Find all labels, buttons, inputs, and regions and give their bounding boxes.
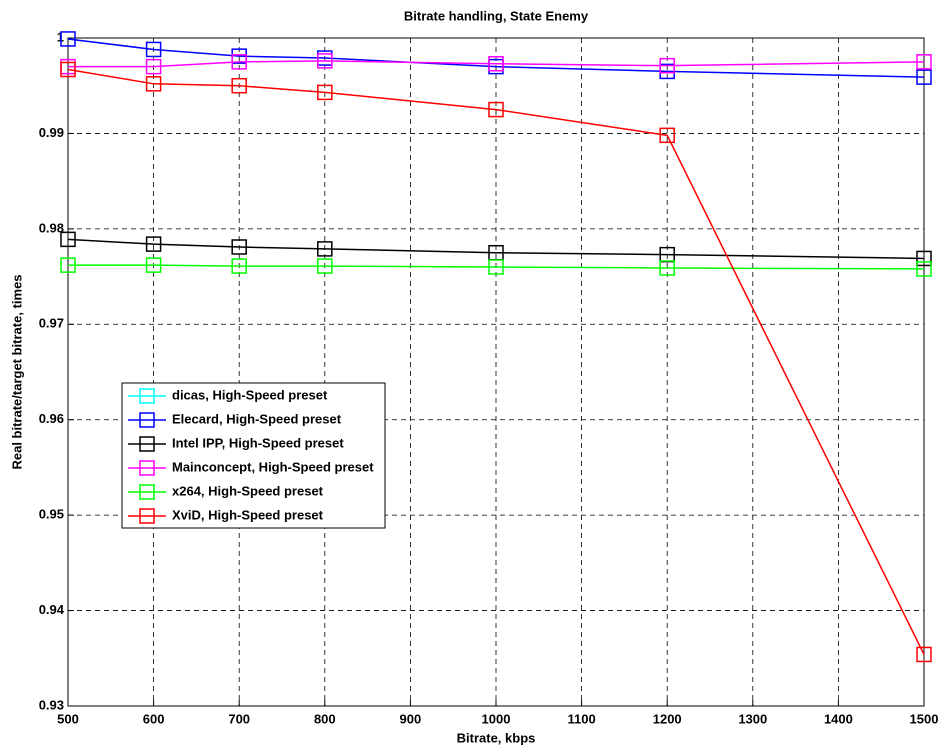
marker <box>231 77 247 94</box>
y-tick-label: 0.96 <box>39 411 64 426</box>
marker <box>916 261 932 277</box>
y-axis-title: Real bitrate/target bitrate, times <box>9 274 24 469</box>
marker <box>60 61 76 78</box>
legend-marker <box>139 436 155 452</box>
chart-title: Bitrate handling, State Enemy <box>404 8 589 23</box>
x-tick-label: 1300 <box>738 711 767 726</box>
marker <box>145 41 162 58</box>
legend-marker <box>139 412 155 428</box>
marker <box>60 257 76 273</box>
marker <box>145 76 162 92</box>
y-tick-label: 0.97 <box>39 316 64 331</box>
marker <box>60 31 76 47</box>
x-tick-label: 700 <box>228 711 250 726</box>
legend-label: Intel IPP, High-Speed preset <box>172 435 344 450</box>
legend-marker <box>139 388 155 404</box>
marker <box>659 127 675 144</box>
x-tick-label: 1100 <box>567 711 595 726</box>
marker <box>145 236 162 252</box>
legend-label: XviD, High-Speed preset <box>172 507 324 522</box>
marker <box>145 257 162 273</box>
legend-label: Mainconcept, High-Speed preset <box>172 459 374 474</box>
y-tick-label: 0.95 <box>39 507 64 522</box>
x-tick-label: 900 <box>400 711 422 726</box>
series-line <box>68 60 925 68</box>
marker <box>231 54 247 70</box>
marker <box>317 241 333 257</box>
series-line <box>67 68 925 655</box>
legend-label: x264, High-Speed preset <box>172 483 324 498</box>
marker <box>659 57 675 74</box>
x-tick-label: 800 <box>314 711 336 726</box>
legend-label: Elecard, High-Speed preset <box>172 411 342 426</box>
marker <box>916 54 932 70</box>
y-tick-label: 0.93 <box>39 697 64 712</box>
legend-marker <box>139 484 155 500</box>
y-tick-label: 0.98 <box>39 220 64 235</box>
x-tick-label: 600 <box>143 711 165 726</box>
x-tick-label: 1500 <box>910 711 939 726</box>
series-line <box>67 238 925 260</box>
marker <box>317 84 333 101</box>
x-tick-label: 1000 <box>482 711 511 726</box>
marker <box>231 239 247 255</box>
legend-label: dicas, High-Speed preset <box>172 387 328 402</box>
x-axis-title: Bitrate, kbps <box>457 730 536 745</box>
series-line <box>67 38 925 78</box>
legend-marker <box>139 508 155 524</box>
x-tick-label: 1400 <box>824 711 853 726</box>
plot-frame <box>67 37 925 707</box>
marker <box>317 53 333 69</box>
marker <box>60 231 76 248</box>
marker <box>659 260 675 276</box>
marker <box>231 258 247 274</box>
x-tick-label: 500 <box>57 711 79 726</box>
marker <box>916 250 932 267</box>
legend-box <box>121 382 386 529</box>
marker <box>317 258 333 274</box>
y-tick-label: 0.99 <box>39 125 64 140</box>
series-line <box>68 264 925 270</box>
x-tick-label: 1200 <box>653 711 682 726</box>
marker <box>488 56 504 72</box>
marker <box>916 646 932 663</box>
marker <box>145 58 162 75</box>
marker <box>916 69 932 85</box>
marker <box>488 101 504 118</box>
legend-marker <box>139 460 155 476</box>
marker <box>488 259 504 275</box>
y-tick-label: 0.94 <box>39 602 65 617</box>
